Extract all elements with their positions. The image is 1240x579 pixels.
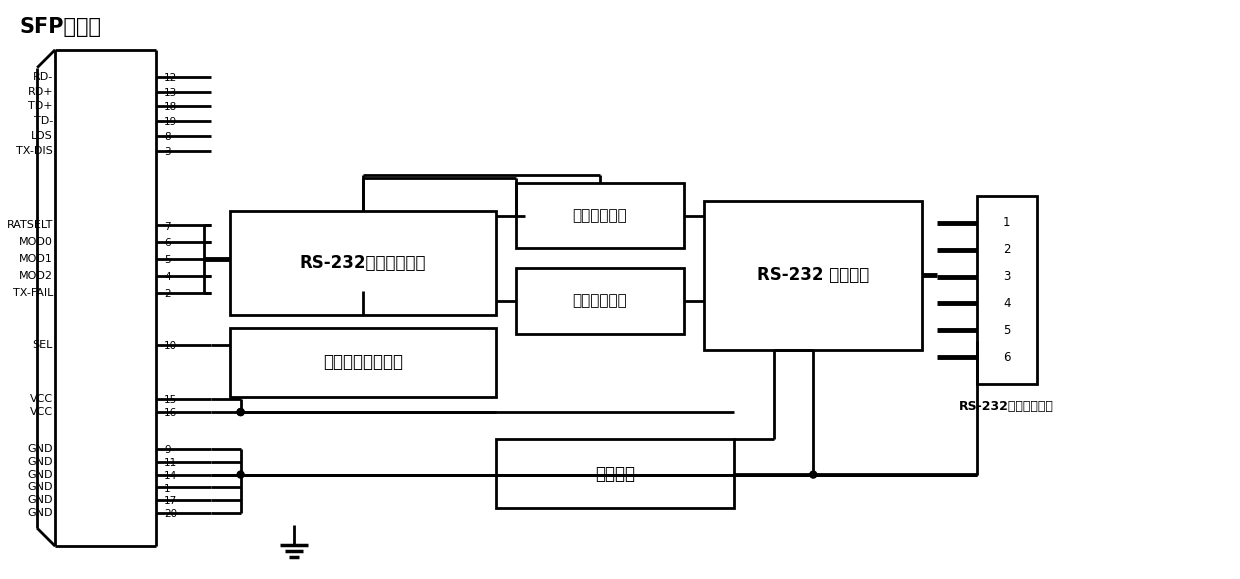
Text: 1: 1 — [164, 483, 171, 493]
Bar — [516, 268, 684, 334]
Text: MOD2: MOD2 — [19, 271, 53, 281]
Text: 8: 8 — [164, 132, 171, 142]
Text: 信号隔离电路: 信号隔离电路 — [573, 208, 627, 223]
Text: GND: GND — [27, 457, 53, 467]
Text: GND: GND — [27, 470, 53, 479]
Circle shape — [237, 409, 244, 416]
Text: 6: 6 — [1003, 351, 1011, 364]
Text: GND: GND — [27, 496, 53, 505]
Text: VCC: VCC — [30, 407, 53, 417]
Text: GND: GND — [27, 482, 53, 493]
Text: 串行模块标记电路: 串行模块标记电路 — [322, 353, 403, 372]
Text: TX-DIS: TX-DIS — [16, 146, 53, 156]
Text: 12: 12 — [164, 72, 177, 83]
Text: RATSELT: RATSELT — [6, 221, 53, 230]
Text: 13: 13 — [164, 87, 177, 97]
Text: 4: 4 — [1003, 297, 1011, 310]
Bar — [977, 196, 1037, 384]
Text: 信号隔离电路: 信号隔离电路 — [573, 294, 627, 309]
Text: 16: 16 — [164, 408, 177, 418]
Text: 10: 10 — [164, 340, 177, 351]
Text: 5: 5 — [1003, 324, 1011, 337]
Text: RS-232模块标记电路: RS-232模块标记电路 — [299, 254, 427, 272]
Circle shape — [237, 409, 244, 416]
Text: SEL: SEL — [32, 339, 53, 350]
Bar — [704, 201, 923, 350]
Text: 2: 2 — [1003, 243, 1011, 256]
Text: 18: 18 — [164, 102, 177, 112]
Text: VCC: VCC — [30, 394, 53, 404]
Text: RD-: RD- — [32, 72, 53, 82]
Circle shape — [810, 471, 817, 478]
Text: TX-FAIL: TX-FAIL — [12, 288, 53, 298]
Text: 3: 3 — [164, 147, 171, 157]
Text: SFP金手指: SFP金手指 — [20, 17, 102, 37]
Text: RS-232输入输出接口: RS-232输入输出接口 — [960, 400, 1054, 413]
Bar — [229, 328, 496, 397]
Text: 20: 20 — [164, 510, 177, 519]
Text: 15: 15 — [164, 395, 177, 405]
Text: LOS: LOS — [31, 131, 53, 141]
Text: 1: 1 — [1003, 216, 1011, 229]
Text: RD+: RD+ — [27, 86, 53, 97]
Text: 17: 17 — [164, 496, 177, 507]
Text: MOD1: MOD1 — [19, 254, 53, 264]
Text: 11: 11 — [164, 458, 177, 468]
Text: RS-232 驱动电路: RS-232 驱动电路 — [758, 266, 869, 284]
Text: 14: 14 — [164, 471, 177, 481]
Text: 6: 6 — [164, 239, 171, 248]
Text: MOD0: MOD0 — [19, 237, 53, 247]
Text: GND: GND — [27, 508, 53, 518]
Text: 隔离电源: 隔离电源 — [595, 464, 635, 482]
Text: GND: GND — [27, 444, 53, 454]
Text: 4: 4 — [164, 272, 171, 282]
Text: 9: 9 — [164, 445, 171, 455]
Bar — [516, 183, 684, 248]
Circle shape — [237, 471, 244, 478]
Text: 7: 7 — [164, 222, 171, 232]
Bar — [496, 439, 734, 508]
Text: 2: 2 — [164, 289, 171, 299]
Text: 19: 19 — [164, 118, 177, 127]
Text: TD-: TD- — [33, 116, 53, 126]
Text: 5: 5 — [164, 255, 171, 265]
Bar — [229, 211, 496, 315]
Text: TD+: TD+ — [29, 101, 53, 111]
Text: 3: 3 — [1003, 270, 1011, 283]
